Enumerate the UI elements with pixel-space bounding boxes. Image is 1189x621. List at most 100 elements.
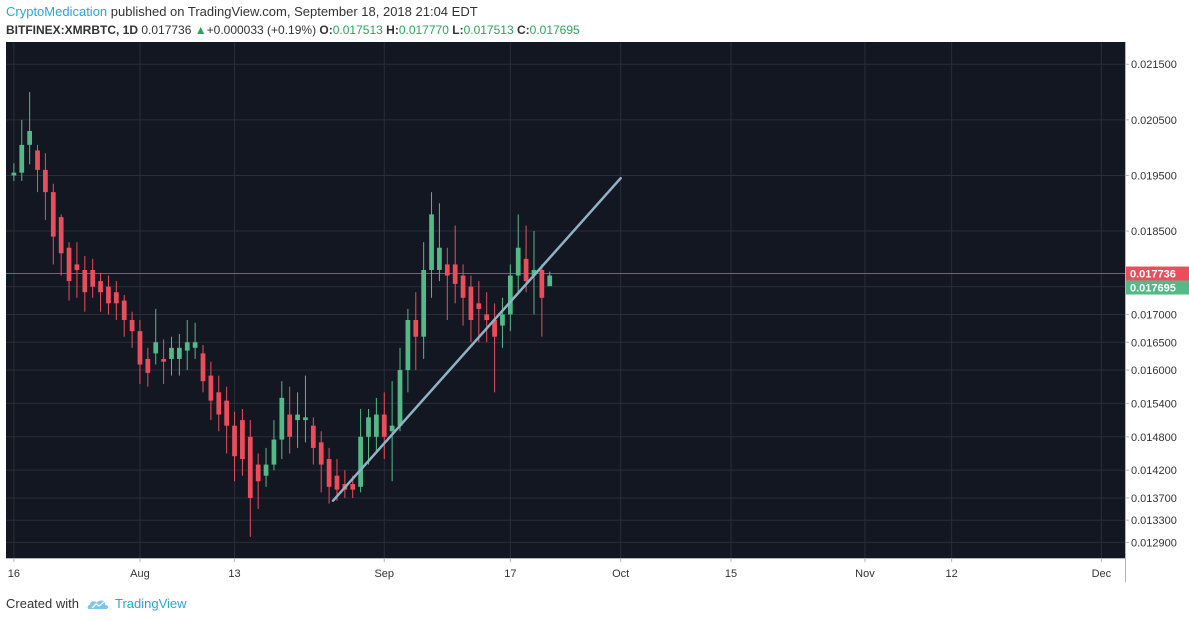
candle-down	[413, 320, 419, 337]
candle-down	[350, 484, 356, 490]
tradingview-cloud-icon	[87, 600, 109, 609]
price-change: +0.000033 (+0.19%)	[206, 23, 317, 37]
price-tick-label: 0.014800	[1131, 432, 1177, 444]
candle-down	[318, 442, 324, 465]
open-value: 0.017513	[332, 23, 383, 37]
time-tick-label: Oct	[612, 568, 629, 580]
candle-down	[452, 264, 458, 284]
publish-header: CryptoMedication published on TradingVie…	[6, 3, 478, 21]
price-tick-label: 0.013300	[1131, 515, 1177, 527]
candle-up	[429, 214, 434, 270]
candle-down	[50, 192, 56, 237]
time-tick-label: 13	[228, 568, 240, 580]
candle-down	[121, 300, 127, 321]
candle-up	[437, 247, 442, 270]
candle-down	[208, 375, 214, 401]
price-label-box	[1126, 266, 1189, 281]
candle-up	[303, 417, 308, 421]
candle-down	[444, 264, 450, 276]
author-link[interactable]: CryptoMedication	[6, 4, 108, 19]
symbol-legend: BITFINEX:XMRBTC, 1D 0.017736 ▲+0.000033 …	[6, 21, 580, 39]
close-value: 0.017695	[529, 23, 580, 37]
published-text: published on TradingView.com, September …	[107, 4, 478, 19]
price-tick-label: 0.016500	[1131, 337, 1177, 349]
plot-area	[6, 42, 1125, 558]
candle-up	[263, 464, 269, 476]
up-arrow-icon: ▲	[194, 23, 207, 37]
price-tick-label: 0.016000	[1131, 365, 1177, 377]
candle-down	[137, 331, 143, 365]
candle-down	[460, 275, 466, 298]
candle-down	[74, 264, 80, 270]
created-with-text: Created with	[6, 596, 79, 611]
price-tick-label: 0.019500	[1131, 170, 1177, 182]
open-label: O:	[319, 23, 333, 37]
tradingview-brand-link[interactable]: TradingView	[114, 596, 187, 611]
candle-down	[224, 400, 230, 426]
candle-up	[397, 370, 403, 426]
candle-up	[271, 439, 277, 465]
price-tick-label: 0.015400	[1131, 398, 1177, 410]
price-tick-label: 0.018500	[1131, 226, 1177, 238]
candle-down	[35, 150, 40, 170]
last-price: 0.017736	[141, 23, 192, 37]
candle-down	[492, 320, 497, 337]
candle-up	[405, 320, 411, 371]
candle-down	[82, 269, 88, 293]
candle-down	[310, 425, 316, 448]
candle-down	[381, 414, 387, 437]
candle-down	[161, 358, 166, 362]
time-tick-label: 17	[504, 568, 516, 580]
candle-up	[177, 347, 182, 359]
candle-down	[145, 358, 151, 373]
candle-down	[58, 217, 64, 254]
candle-up	[11, 172, 17, 176]
price-label-text: 0.017736	[1130, 269, 1176, 281]
high-label: H:	[386, 23, 399, 37]
price-tick-label: 0.014200	[1131, 465, 1177, 477]
candle-down	[539, 269, 545, 298]
trendline	[331, 176, 622, 502]
candle-down	[255, 464, 261, 482]
candle-up	[169, 347, 174, 359]
candle-down	[523, 258, 529, 282]
time-tick-label: 12	[946, 568, 958, 580]
candle-down	[200, 353, 206, 382]
candle-down	[484, 314, 490, 321]
candle-down	[468, 286, 474, 321]
candle-up	[500, 314, 505, 326]
candle-down	[334, 475, 340, 490]
candle-down	[90, 269, 96, 287]
time-tick-label: 16	[8, 568, 20, 580]
price-tick-label: 0.013700	[1131, 493, 1177, 505]
candle-down	[232, 425, 237, 457]
candle-up	[295, 414, 300, 421]
price-label-text: 0.017695	[1130, 283, 1176, 295]
candle-up	[358, 436, 363, 487]
candle-up	[27, 130, 33, 145]
price-tick-label: 0.020500	[1131, 115, 1177, 127]
price-tick-label: 0.021500	[1131, 59, 1177, 71]
time-tick-label: Dec	[1092, 568, 1112, 580]
candle-up	[184, 342, 190, 351]
candle-up	[515, 247, 521, 276]
candle-up	[279, 397, 285, 440]
price-tick-label: 0.017000	[1131, 309, 1177, 321]
candle-down	[98, 281, 103, 293]
low-value: 0.017513	[463, 23, 514, 37]
low-label: L:	[452, 23, 464, 37]
candle-down	[247, 436, 253, 498]
close-label: C:	[516, 23, 530, 37]
candle-down	[66, 247, 72, 282]
candle-up	[19, 144, 25, 173]
time-tick-label: 15	[725, 568, 737, 580]
candle-down	[113, 292, 119, 304]
time-tick-label: Sep	[374, 568, 394, 580]
candle-up	[374, 414, 379, 437]
candle-up	[547, 275, 553, 287]
candle-up	[531, 269, 537, 276]
candle-down	[216, 392, 222, 415]
candle-up	[389, 425, 395, 432]
footer: Created with TradingView	[6, 595, 187, 613]
